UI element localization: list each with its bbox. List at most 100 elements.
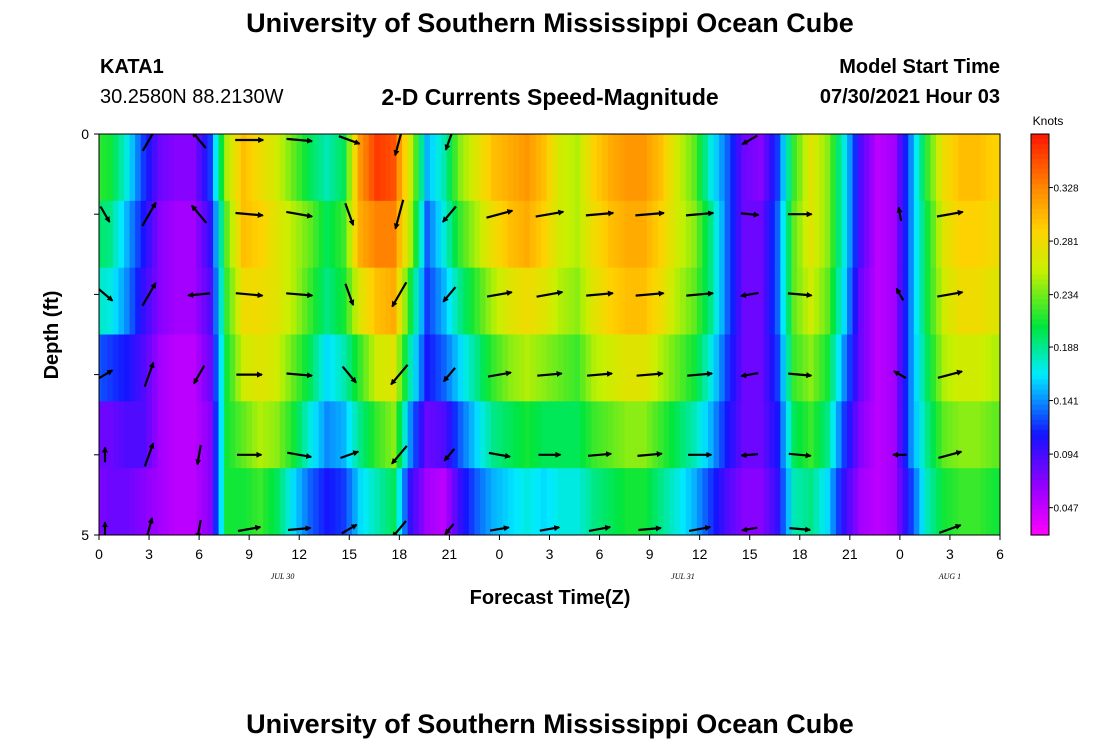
heatmap-cell xyxy=(936,267,943,336)
heatmap-cell xyxy=(268,468,275,535)
current-vector-arrow xyxy=(588,525,612,532)
heatmap-cell xyxy=(374,468,381,535)
heatmap-cell xyxy=(919,401,926,469)
current-vector-arrow xyxy=(685,210,715,217)
heatmap-cell xyxy=(602,267,609,336)
colorbar-segment xyxy=(1031,434,1049,441)
heatmap-cell xyxy=(140,200,147,269)
heatmap-cell xyxy=(902,200,909,269)
heatmap-cell xyxy=(802,334,809,402)
heatmap-cell xyxy=(168,134,175,202)
heatmap-cell xyxy=(585,401,592,469)
heatmap-cell xyxy=(880,401,887,469)
heatmap-cell xyxy=(746,334,754,402)
heatmap-cell xyxy=(213,267,220,336)
heatmap-cell xyxy=(418,468,425,535)
heatmap-cell xyxy=(162,267,170,336)
heatmap-cell xyxy=(819,468,826,535)
heatmap-cell xyxy=(146,468,153,535)
heatmap-cell xyxy=(407,200,414,269)
current-vector-arrow xyxy=(341,523,358,535)
current-vector-arrow xyxy=(235,292,264,299)
heatmap-cell xyxy=(112,468,120,535)
heatmap-cell xyxy=(663,468,670,535)
station-coordinates: 30.2580N 88.2130W xyxy=(100,86,284,108)
heatmap-cell xyxy=(774,334,781,402)
heatmap-cell xyxy=(663,334,670,402)
heatmap-cell xyxy=(99,468,103,535)
heatmap-cell xyxy=(190,267,197,336)
heatmap-cell xyxy=(530,200,537,269)
colorbar-segment xyxy=(1031,504,1049,511)
heatmap-cell xyxy=(947,200,954,269)
heatmap-cell xyxy=(118,401,125,469)
heatmap-cell xyxy=(196,200,203,269)
heatmap-cell xyxy=(385,334,392,402)
heatmap-cell xyxy=(479,200,487,269)
heatmap-cell xyxy=(563,334,570,402)
heatmap-cell xyxy=(374,134,381,202)
heatmap-cell xyxy=(830,267,837,336)
heatmap-cell xyxy=(824,468,831,535)
heatmap-cell xyxy=(663,401,670,469)
heatmap-cell xyxy=(435,334,442,402)
heatmap-cell xyxy=(91,335,97,402)
heatmap-cell xyxy=(285,134,292,202)
heatmap-cell xyxy=(552,468,559,535)
heatmap-cell xyxy=(986,401,993,469)
y-axis-label: Depth (ft) xyxy=(41,291,63,380)
heatmap-cell xyxy=(213,468,220,535)
heatmap-cell xyxy=(819,134,826,202)
heatmap-cell xyxy=(151,468,158,535)
current-vector-arrow xyxy=(286,372,313,379)
date-label: AUG 1 xyxy=(938,572,961,581)
colorbar-segment xyxy=(1031,224,1049,230)
heatmap-cell xyxy=(980,401,987,469)
heatmap-cell xyxy=(379,468,387,535)
current-vector-arrow xyxy=(286,210,314,219)
heatmap-cell xyxy=(808,468,815,535)
heatmap-cell xyxy=(596,468,603,535)
heatmap-cell xyxy=(574,134,581,202)
heatmap-cell xyxy=(847,267,854,336)
heatmap-cell xyxy=(302,267,309,336)
current-vector-arrow xyxy=(192,365,206,385)
colorbar-segment xyxy=(1031,154,1049,160)
heatmap-cell xyxy=(680,334,687,402)
current-vector-arrow xyxy=(344,283,355,306)
heatmap-cell xyxy=(324,267,331,336)
heatmap-cell xyxy=(724,468,731,535)
heatmap-cell xyxy=(746,468,754,535)
heatmap-cell xyxy=(435,401,442,469)
date-label: JUL 30 xyxy=(271,572,295,581)
heatmap-cell xyxy=(129,267,136,336)
heatmap-cell xyxy=(502,468,509,535)
heatmap-cell xyxy=(869,468,876,535)
heatmap-cell xyxy=(146,134,153,202)
heatmap-cell xyxy=(802,468,809,535)
heatmap-cell xyxy=(91,201,97,268)
heatmap-cell xyxy=(346,134,353,202)
heatmap-cell xyxy=(418,134,425,202)
heatmap-cell xyxy=(580,334,587,402)
heatmap-cell xyxy=(702,200,709,269)
heatmap-cell xyxy=(719,334,726,402)
colorbar-segment xyxy=(1031,474,1049,481)
heatmap-cell xyxy=(390,134,398,202)
heatmap-cell xyxy=(196,468,203,535)
heatmap-cell xyxy=(874,468,882,535)
heatmap-cell xyxy=(852,267,859,336)
heatmap-cell xyxy=(251,468,259,535)
current-vector-arrow xyxy=(191,134,207,149)
colorbar-segment xyxy=(1031,159,1049,165)
heatmap-cell xyxy=(708,468,715,535)
heatmap-cell xyxy=(897,401,904,469)
heatmap-cell xyxy=(769,468,776,535)
heatmap-cell xyxy=(880,334,887,402)
heatmap-cell xyxy=(574,267,581,336)
heatmap-cell xyxy=(557,468,564,535)
heatmap-cell xyxy=(124,468,131,535)
heatmap-cell xyxy=(891,267,898,336)
heatmap-cell xyxy=(185,267,192,336)
current-vector-arrow xyxy=(638,525,662,532)
